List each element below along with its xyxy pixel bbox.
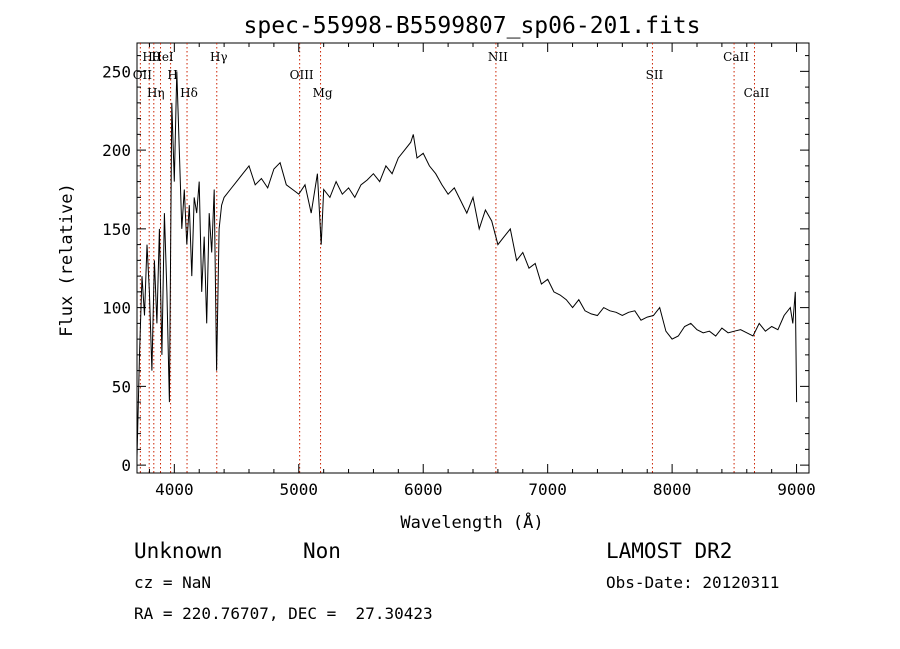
y-axis-label: Flux (relative): [57, 183, 77, 337]
survey-name: LAMOST DR2: [606, 539, 733, 563]
spectrum-line: [136, 71, 798, 458]
object-subclass: Non: [303, 539, 341, 563]
x-tick-label: 4000: [155, 480, 194, 499]
x-tick-label: 7000: [528, 480, 567, 499]
line-marker-label: Hγ: [210, 50, 228, 64]
line-marker-label: Hθ: [142, 50, 160, 64]
plot-frame: [136, 42, 810, 474]
y-tick-label: 200: [102, 141, 131, 160]
spectrum-chart: spec-55998-B5599807_sp06-201.fits 4000 50…: [57, 13, 816, 533]
redshift-cz: cz = NaN: [134, 573, 212, 592]
line-marker-label: SII: [646, 68, 664, 82]
x-tick-label: 5000: [280, 480, 319, 499]
line-marker-label: Mg: [313, 86, 333, 100]
line-marker-label: OII: [133, 68, 153, 82]
y-tick-label: 250: [102, 62, 131, 81]
y-tick-label: 100: [102, 299, 131, 318]
x-axis-label: Wavelength (Å): [400, 511, 543, 533]
spectral-line-markers: [139, 43, 755, 473]
y-tick-label: 50: [112, 377, 131, 396]
object-class: Unknown: [134, 539, 223, 563]
coordinates: RA = 220.76707, DEC = 27.30423: [134, 604, 433, 623]
line-marker-label: CaII: [723, 50, 749, 64]
x-tick-label: 9000: [777, 480, 816, 499]
line-marker-label: CaII: [744, 86, 770, 100]
x-tick-label: 6000: [404, 480, 443, 499]
line-marker-label: Hδ: [180, 86, 198, 100]
y-axis-ticks: 0 50 100 150 200 250: [102, 55, 809, 475]
chart-title: spec-55998-B5599807_sp06-201.fits: [244, 13, 701, 39]
line-marker-label: Hη: [147, 86, 165, 100]
spectral-line-labels: Hθ OII Hη HeI HHδ Hγ OIII Mg NII SII CaII CaII: [133, 50, 770, 100]
line-marker-label: NII: [488, 50, 508, 64]
line-marker-label: H: [167, 68, 177, 82]
x-axis-ticks: 4000 5000 6000 7000 8000 9000: [148, 43, 816, 499]
observation-date: Obs-Date: 20120311: [606, 573, 780, 592]
line-marker-label: OIII: [290, 68, 314, 82]
y-tick-label: 150: [102, 220, 131, 239]
x-tick-label: 8000: [653, 480, 692, 499]
y-tick-label: 0: [121, 456, 131, 475]
line-marker-label: HeI: [151, 50, 174, 64]
